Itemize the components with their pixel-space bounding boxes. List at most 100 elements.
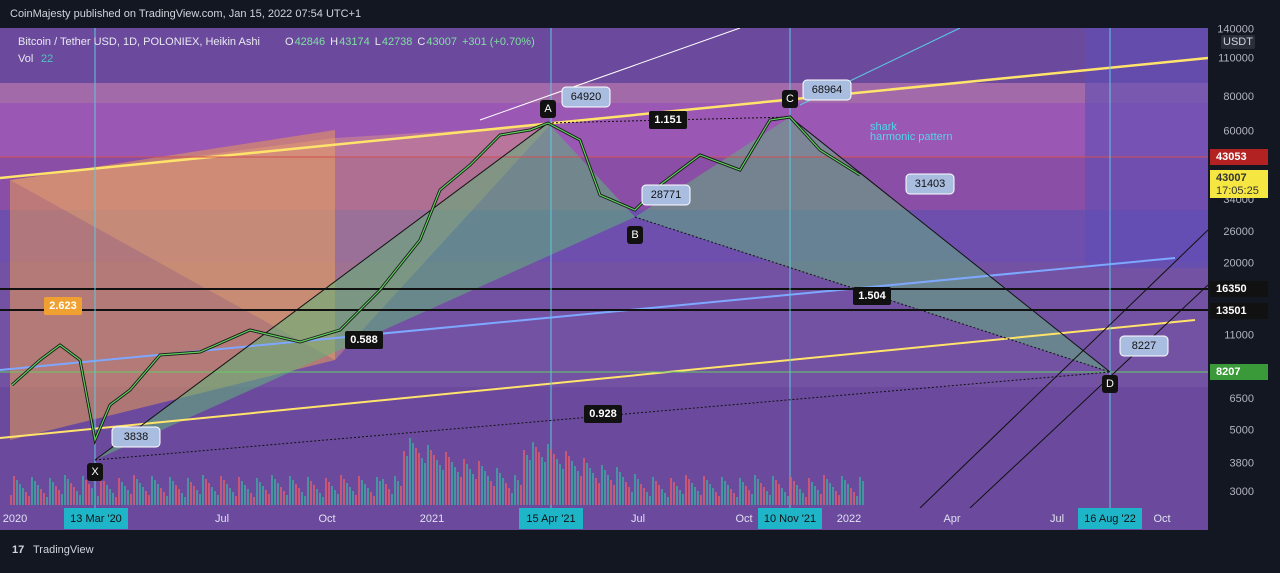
volume-bar: [316, 489, 318, 505]
channel: [969, 284, 1209, 509]
volume-bar: [358, 476, 360, 505]
time-label: Oct: [318, 513, 335, 525]
price-callout: [905, 173, 955, 195]
price-callout: [1119, 335, 1169, 357]
volume-bar: [550, 449, 552, 505]
volume-bar: [655, 481, 657, 505]
volume-bar: [862, 481, 864, 505]
volume-bar: [598, 483, 600, 505]
volume-bar: [520, 485, 522, 505]
volume-bar: [718, 496, 720, 505]
volume-bar: [574, 466, 576, 505]
volume-bar: [613, 485, 615, 505]
volume-bar: [583, 458, 585, 505]
volume-bar: [259, 482, 261, 505]
point-box: [87, 463, 103, 481]
vol-value: 22: [41, 53, 53, 65]
publisher: CoinMajesty published on TradingView.com…: [10, 8, 361, 20]
volume-bar: [694, 487, 696, 505]
price-callout-value: 8227: [1132, 340, 1156, 352]
volume-bar: [553, 454, 555, 505]
volume-bar: [214, 491, 216, 505]
time-label: 13 Mar '20: [70, 513, 122, 525]
volume-bar: [271, 475, 273, 505]
ohlc-value: 42846: [295, 36, 326, 48]
time-label: 15 Apr '21: [526, 513, 575, 525]
volume-bar: [721, 477, 723, 505]
volume-bar: [76, 491, 78, 505]
price-axis: [1208, 28, 1280, 530]
point-box: [1102, 375, 1118, 393]
pattern-label: harmonic pattern: [870, 131, 953, 143]
volume-bar: [784, 492, 786, 505]
volume-bar: [487, 476, 489, 505]
volume-bar: [619, 472, 621, 505]
volume-bar: [16, 480, 18, 505]
volume-bar: [439, 465, 441, 505]
volume-bar: [355, 495, 357, 505]
volume-bar: [703, 476, 705, 505]
volume-bar: [142, 487, 144, 505]
price-tick: 26000: [1223, 226, 1254, 238]
price-tick: 6500: [1230, 393, 1254, 405]
volume-bar: [826, 479, 828, 505]
volume-bar: [796, 485, 798, 505]
volume-bar: [10, 495, 12, 505]
volume-bar: [64, 475, 66, 505]
volume-bar: [100, 477, 102, 505]
volume-bar: [601, 465, 603, 505]
time-label: 10 Nov '21: [764, 513, 816, 525]
volume-bar: [283, 491, 285, 505]
ratio-box: [853, 287, 891, 305]
volume-bar: [814, 486, 816, 505]
point-box: [540, 100, 556, 118]
volume-bar: [46, 497, 48, 505]
volume-bar: [688, 479, 690, 505]
price-callout-value: 68964: [812, 84, 843, 96]
volume-bar: [334, 490, 336, 505]
volume-bar: [400, 486, 402, 505]
volume-bar: [847, 484, 849, 505]
volume-bar: [178, 489, 180, 505]
time-badge: [1078, 508, 1142, 529]
volume-bar: [724, 481, 726, 505]
volume-bar: [436, 460, 438, 505]
volume-bar: [382, 479, 384, 505]
time-label: 2022: [837, 513, 861, 525]
volume-bar: [193, 486, 195, 505]
band: [0, 103, 1208, 157]
volume-bar: [277, 483, 279, 505]
volume-bar: [562, 469, 564, 505]
volume-bar: [775, 480, 777, 505]
volume-bar: [556, 459, 558, 505]
volume-bar: [133, 475, 135, 505]
point-label: A: [544, 103, 552, 115]
volume-bar: [652, 477, 654, 505]
volume-bar: [172, 481, 174, 505]
ohlc-label: O: [285, 36, 294, 48]
ratio-label: 2.623: [49, 300, 77, 312]
change: +301 (+0.70%): [462, 36, 535, 48]
volume-bar: [310, 481, 312, 505]
volume-bar: [715, 492, 717, 505]
volume-bar: [112, 493, 114, 505]
volume-bar: [850, 488, 852, 505]
ratio-box: [649, 111, 687, 129]
volume-bar: [466, 464, 468, 505]
price-callout: [111, 426, 161, 448]
volume-bar: [742, 482, 744, 505]
ohlc-label: L: [375, 36, 381, 48]
volume-bar: [238, 477, 240, 505]
volume-bar: [163, 492, 165, 505]
volume-bar: [175, 485, 177, 505]
volume-bar: [559, 464, 561, 505]
volume: [10, 438, 864, 505]
volume-bar: [169, 477, 171, 505]
volume-bar: [733, 493, 735, 505]
volume-bar: [676, 486, 678, 505]
volume-bar: [115, 497, 117, 505]
volume-bar: [772, 476, 774, 505]
volume-bar: [475, 479, 477, 505]
price-badge-value: 43053: [1216, 151, 1247, 163]
